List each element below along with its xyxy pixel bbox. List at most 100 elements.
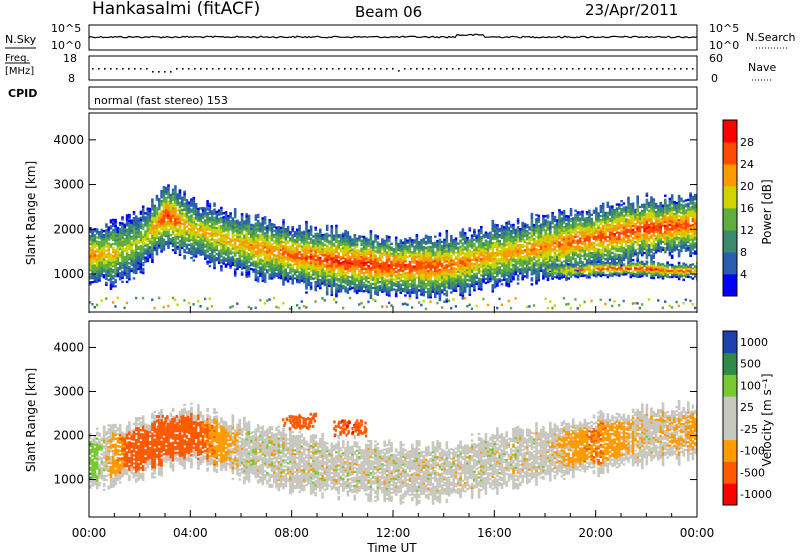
freq-dot xyxy=(668,68,670,70)
power-cell xyxy=(268,269,271,272)
power-cell xyxy=(468,243,472,246)
power-cell xyxy=(507,299,510,303)
power-cell xyxy=(323,273,327,277)
power-cell xyxy=(284,234,288,237)
power-cell xyxy=(484,247,488,250)
power-cell xyxy=(413,275,416,278)
power-cell xyxy=(194,219,198,222)
freq-dot xyxy=(434,68,436,70)
power-cell xyxy=(390,268,393,272)
power-cell xyxy=(503,268,506,271)
power-cell xyxy=(323,275,327,279)
power-cell xyxy=(141,271,145,275)
power-cell xyxy=(443,250,446,254)
power-cell xyxy=(480,229,483,233)
power-cell xyxy=(360,247,363,250)
power-cell xyxy=(519,256,522,259)
power-cell xyxy=(365,261,368,264)
power-cell xyxy=(227,230,230,234)
power-cell xyxy=(319,268,322,272)
power-cell xyxy=(429,235,432,239)
power-cell xyxy=(245,263,248,266)
power-cell xyxy=(321,270,324,273)
power-cell xyxy=(155,247,159,250)
power-cell xyxy=(181,210,184,214)
power-cell xyxy=(123,237,127,241)
power-cell xyxy=(489,273,492,277)
power-cell xyxy=(420,293,423,296)
power-cell xyxy=(314,226,317,229)
power-cell xyxy=(139,238,143,242)
power-cell xyxy=(505,264,508,267)
power-cell xyxy=(227,251,230,254)
power-cell xyxy=(261,269,265,272)
power-cell xyxy=(374,276,377,279)
power-cell xyxy=(420,263,423,266)
power-cell xyxy=(307,241,311,244)
power-cell xyxy=(516,282,520,285)
freq-dot xyxy=(662,68,664,70)
power-cell xyxy=(339,266,343,269)
power-cell xyxy=(210,220,214,223)
power-cell xyxy=(286,266,290,269)
power-cell xyxy=(224,253,228,256)
power-cell xyxy=(413,289,416,292)
power-cell xyxy=(300,233,304,236)
power-cell xyxy=(105,225,108,228)
power-cell xyxy=(325,285,329,288)
power-cell xyxy=(309,231,313,234)
power-cell xyxy=(293,271,297,274)
power-cell xyxy=(132,212,136,216)
power-cell xyxy=(516,220,520,223)
freq-dot xyxy=(500,68,502,70)
power-cell xyxy=(399,251,403,254)
power-cell xyxy=(105,243,108,246)
power-cell xyxy=(121,218,124,221)
power-cell xyxy=(240,243,244,246)
power-cell xyxy=(206,246,209,249)
power-cell xyxy=(319,264,322,268)
power-cell xyxy=(339,262,343,265)
power-cell xyxy=(346,277,350,280)
freq-dot xyxy=(122,68,124,70)
power-cell xyxy=(187,223,191,226)
power-cell xyxy=(194,255,198,258)
power-cell xyxy=(89,249,92,252)
nsky-label: N.Sky xyxy=(5,33,37,46)
power-cell xyxy=(466,279,469,282)
power-cell xyxy=(128,237,131,241)
power-cell xyxy=(438,240,442,243)
power-cell xyxy=(169,213,173,217)
power-cell xyxy=(355,257,359,260)
power-cell xyxy=(201,231,205,234)
power-cell xyxy=(183,257,186,260)
power-cell xyxy=(470,307,474,310)
power-cell xyxy=(500,259,504,262)
power-cell xyxy=(121,254,124,257)
power-cell xyxy=(263,242,267,245)
power-cell xyxy=(169,203,173,207)
power-cell xyxy=(245,219,248,222)
power-cell xyxy=(190,246,193,250)
power-cell xyxy=(438,274,442,278)
power-cell xyxy=(519,234,522,237)
power-cell xyxy=(493,231,497,235)
power-cell xyxy=(112,224,115,228)
power-cell xyxy=(307,247,311,250)
power-cell xyxy=(514,269,518,272)
power-cell xyxy=(125,224,129,227)
power-cell xyxy=(302,248,306,252)
power-cell xyxy=(365,259,368,262)
power-cell xyxy=(461,274,465,277)
power-cell xyxy=(123,259,127,263)
power-cell xyxy=(100,269,104,272)
power-cell xyxy=(413,245,416,248)
power-cell xyxy=(112,277,115,280)
power-cell xyxy=(486,246,490,250)
power-cell xyxy=(325,271,329,274)
power-cell xyxy=(438,234,442,237)
power-cell xyxy=(250,229,253,233)
power-cell xyxy=(353,262,357,265)
power-cell xyxy=(404,240,407,243)
